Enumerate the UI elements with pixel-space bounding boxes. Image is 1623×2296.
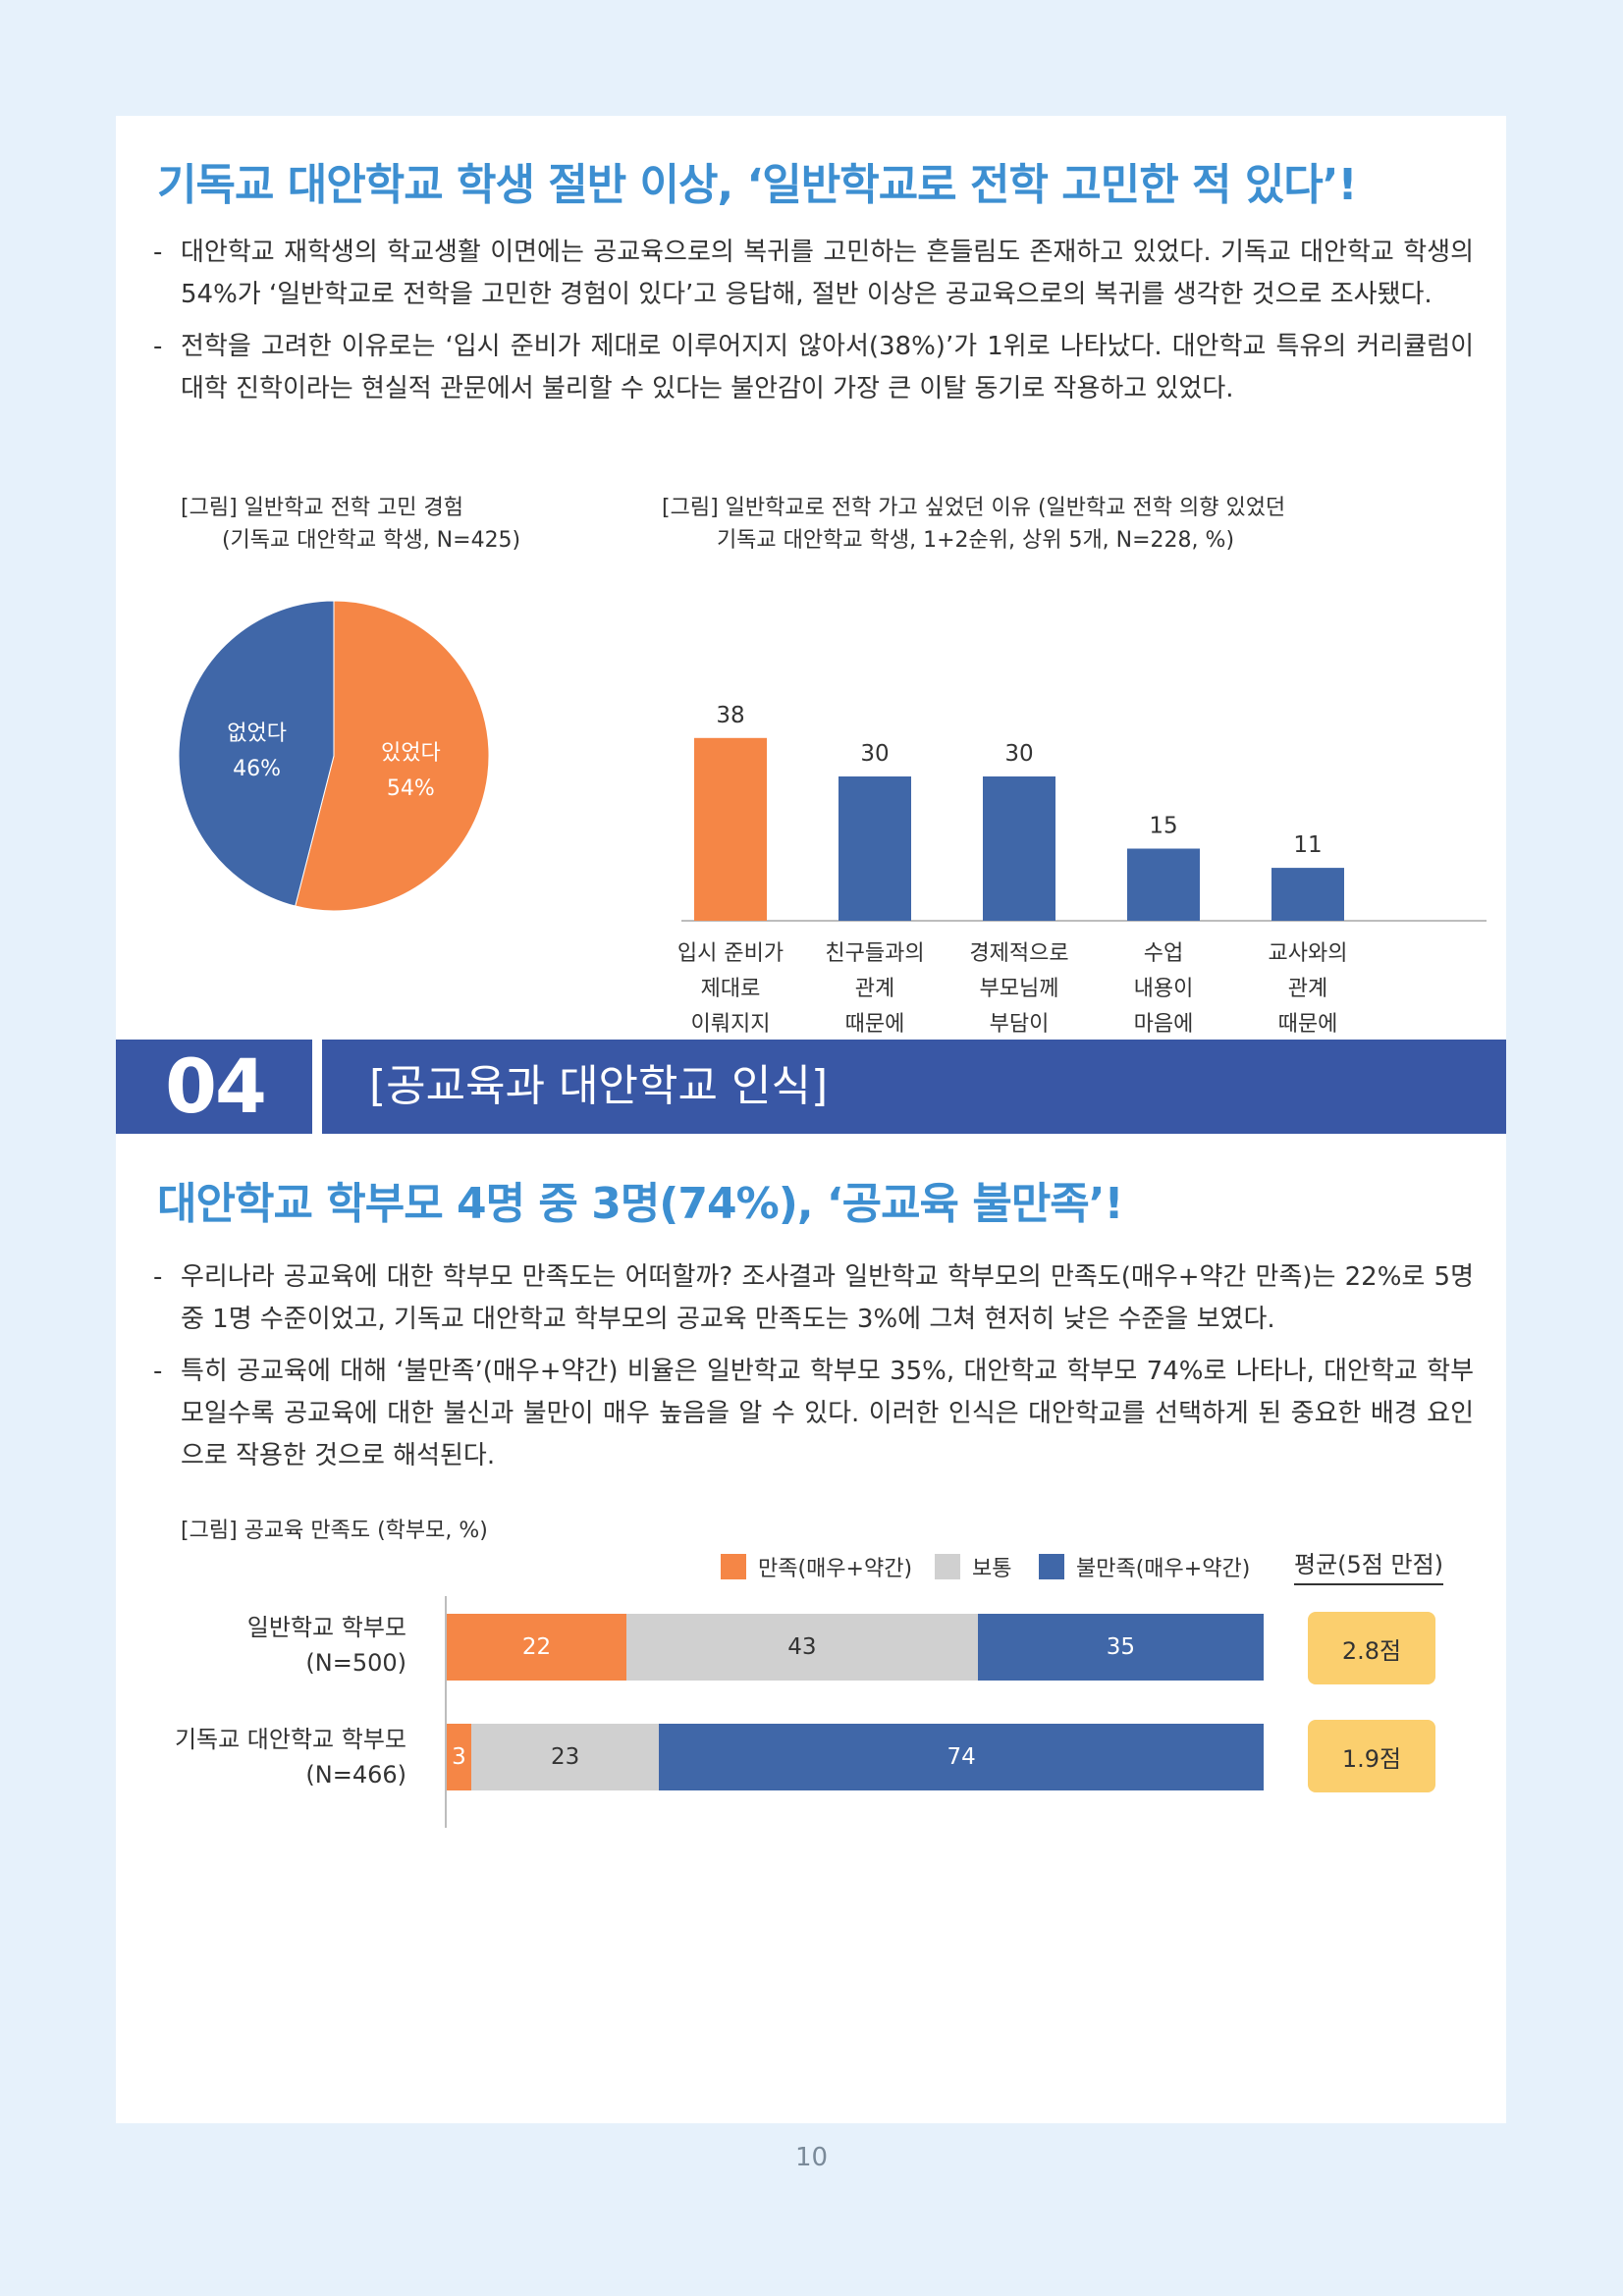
stacked-segment: 22	[447, 1614, 627, 1681]
stacked-segment: 35	[977, 1614, 1264, 1681]
avg-header: 평균(5점 만점)	[1294, 1545, 1444, 1585]
section1-bullets: 대안학교 재학생의 학교생활 이면에는 공교육으로의 복귀를 고민하는 흔들림도…	[153, 232, 1474, 420]
bar	[983, 776, 1055, 921]
pie-slice-value: 54%	[387, 776, 435, 801]
legend-swatch-neutral	[935, 1554, 960, 1579]
pie-slice-label: 없었다	[227, 721, 287, 746]
stacked-axis-line	[445, 1596, 447, 1828]
stacked-segment: 43	[626, 1614, 978, 1681]
page-number: 10	[794, 2143, 829, 2172]
page-card: 기독교 대안학교 학생 절반 이상, ‘일반학교로 전학 고민한 적 있다’! …	[116, 116, 1506, 2123]
section1-headline: 기독교 대안학교 학생 절반 이상, ‘일반학교로 전학 고민한 적 있다’!	[157, 160, 1358, 210]
bar	[694, 737, 767, 921]
pie-slice-label: 있었다	[381, 741, 441, 766]
row-label: 일반학교 학부모 (N=500)	[246, 1614, 406, 1677]
section-title: [공교육과 대안학교 인식]	[369, 1061, 829, 1111]
bar	[839, 776, 911, 921]
legend-swatch-satisfied	[721, 1554, 746, 1579]
legend-label: 만족(매우+약간)	[758, 1557, 913, 1581]
bar-caption: [그림] 일반학교로 전학 가고 싶었던 이유 (일반학교 전학 의향 있었던 …	[662, 496, 1286, 553]
avg-score-box: 2.8점	[1308, 1612, 1435, 1684]
stacked-caption: [그림] 공교육 만족도 (학부모, %)	[181, 1519, 488, 1543]
section-band: 04 [공교육과 대안학교 인식]	[116, 1040, 1506, 1134]
pie-slice	[178, 600, 335, 907]
bar-value-label: 30	[860, 741, 889, 767]
bar	[1127, 848, 1200, 921]
section-divider	[312, 1040, 322, 1134]
bar	[1271, 868, 1344, 921]
stacked-segment: 23	[470, 1724, 660, 1790]
legend-label: 보통	[972, 1557, 1012, 1581]
pie-chart: 있었다 54% 없었다 46%	[178, 600, 490, 912]
category-label: 교사와의 관계 때문에	[1269, 941, 1348, 1037]
bar-value-label: 38	[716, 703, 744, 728]
avg-score-box: 1.9점	[1308, 1720, 1435, 1792]
section2-headline: 대안학교 학부모 4명 중 3명(74%), ‘공교육 불만족’!	[157, 1179, 1124, 1229]
bullet-item: 우리나라 공교육에 대한 학부모 만족도는 어떠할까? 조사결과 일반학교 학부…	[153, 1256, 1474, 1341]
bar-value-label: 15	[1149, 814, 1177, 839]
bullet-item: 특히 공교육에 대해 ‘불만족’(매우+약간) 비율은 일반학교 학부모 35%…	[153, 1351, 1474, 1477]
section2-bullets: 우리나라 공교육에 대한 학부모 만족도는 어떠할까? 조사결과 일반학교 학부…	[153, 1256, 1474, 1487]
bullet-item: 전학을 고려한 이유로는 ‘입시 준비가 제대로 이루어지지 않아서(38%)’…	[153, 326, 1474, 410]
stacked-segment: 74	[659, 1724, 1264, 1790]
pie-slice	[295, 600, 490, 912]
bar-value-label: 11	[1293, 832, 1322, 858]
section-number: 04	[165, 1042, 267, 1130]
pie-caption: [그림] 일반학교 전학 고민 경험 (기독교 대안학교 학생, N=425)	[181, 496, 521, 553]
stacked-segment: 3	[447, 1724, 471, 1790]
pie-slice-value: 46%	[233, 757, 281, 781]
category-label: 친구들과의 관계 때문에	[825, 941, 924, 1037]
legend-swatch-dissatisfied	[1039, 1554, 1064, 1579]
row-label: 기독교 대안학교 학부모 (N=466)	[174, 1726, 406, 1789]
legend-label: 불만족(매우+약간)	[1076, 1557, 1251, 1581]
bullet-item: 대안학교 재학생의 학교생활 이면에는 공교육으로의 복귀를 고민하는 흔들림도…	[153, 232, 1474, 316]
bar-value-label: 30	[1004, 741, 1033, 767]
